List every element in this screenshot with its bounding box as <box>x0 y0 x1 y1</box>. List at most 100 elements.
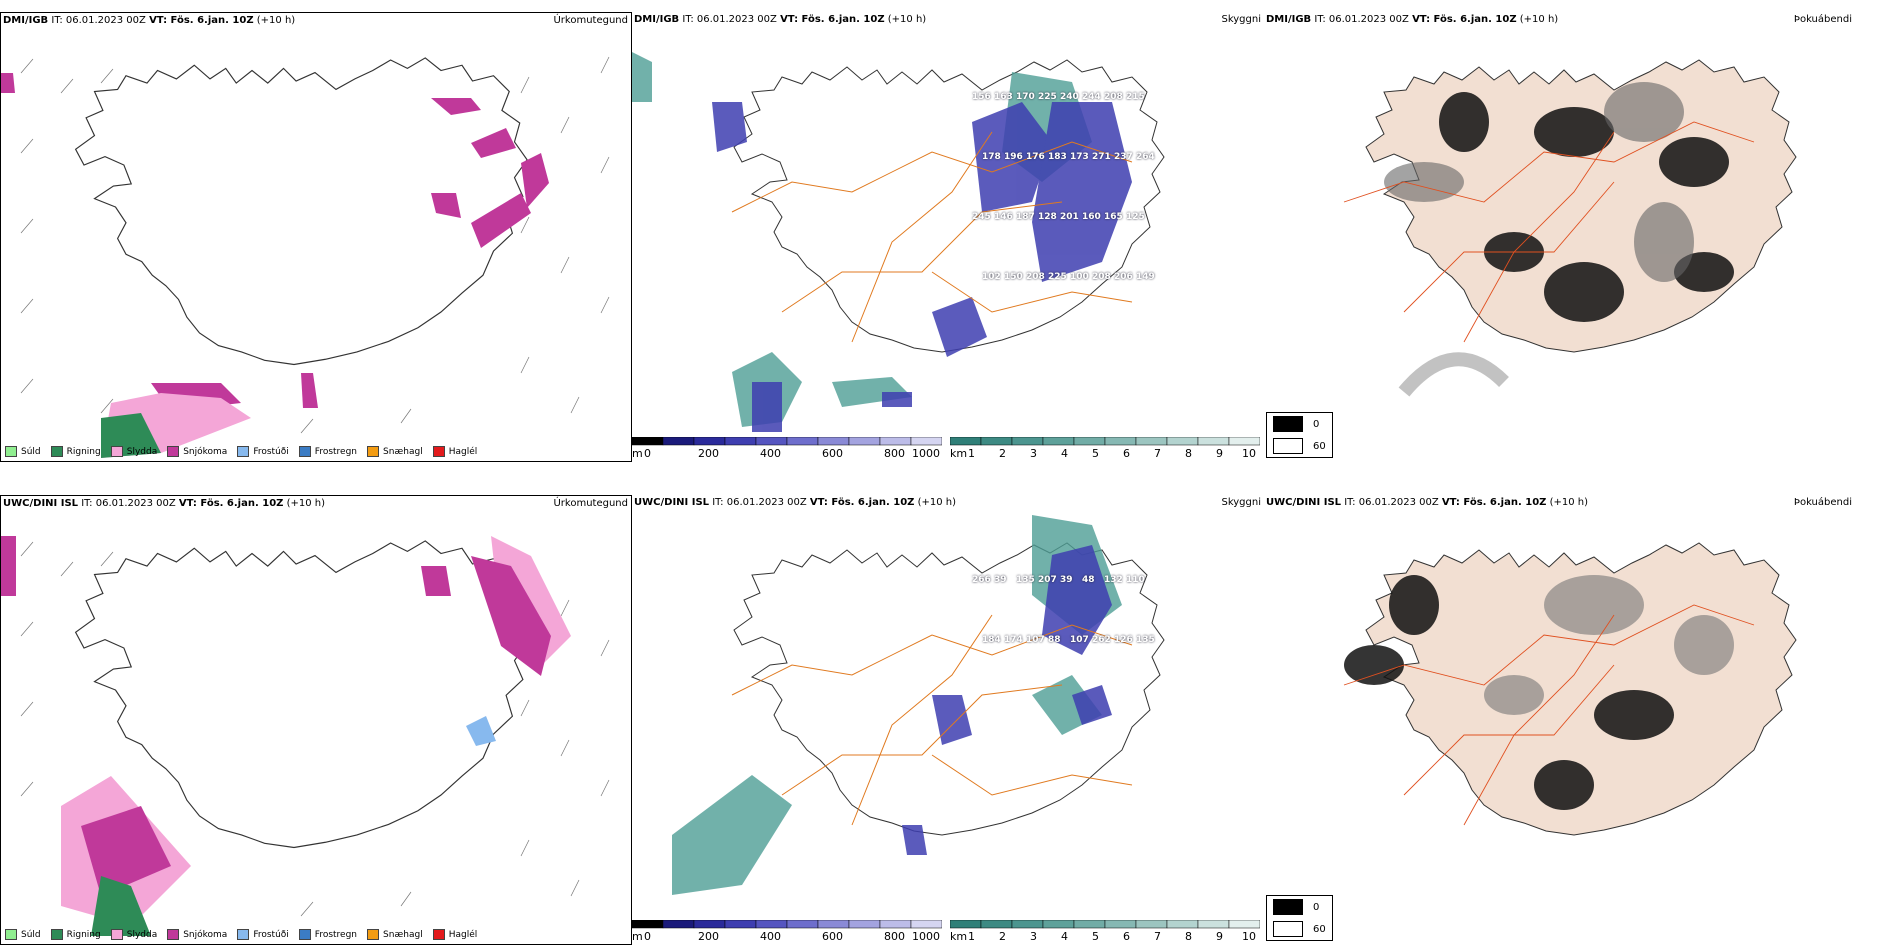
legend-item: Rigning <box>50 929 101 940</box>
legend-item: Frostúði <box>237 446 289 457</box>
map-title: Skyggni <box>1221 497 1261 508</box>
map-value-label: 208 <box>1104 92 1123 102</box>
map-value-label: 215 <box>1126 92 1145 102</box>
map-value-label: 107 <box>1026 635 1045 645</box>
legend-item: Snjókoma <box>167 929 227 940</box>
map-value-label: 163 <box>994 92 1013 102</box>
map-title: Skyggni <box>1221 14 1261 25</box>
legend-item: Frostúði <box>237 929 289 940</box>
precip-legend: Súld Rigning Slydda Snjókoma Frostúði Fr… <box>5 446 477 457</box>
map-value-label: 187 <box>1016 212 1035 222</box>
legend-item: Súld <box>5 929 41 940</box>
legend-item: Haglél <box>432 929 477 940</box>
map-value-label: 165 <box>1104 212 1123 222</box>
legend-item: Slydda <box>110 929 157 940</box>
height-colorbar-graphic <box>632 920 942 929</box>
map-value-label: 156 <box>972 92 991 102</box>
map-value-label: 150 <box>1004 272 1023 282</box>
map-value-label: 178 <box>982 152 1001 162</box>
fog-indicator-map-2: UWC/DINI ISL IT: 06.01.2023 00Z VT: Fös.… <box>1264 495 1900 945</box>
map-value-label: 183 <box>1048 152 1067 162</box>
map-title: Þokuábendi <box>1793 14 1852 25</box>
map-value-label: 176 <box>1026 152 1045 162</box>
fog-map-graphic <box>1343 59 1797 397</box>
fog-legend: 0 60 <box>1266 412 1333 458</box>
map-value-label: 39 <box>1060 575 1073 585</box>
map-value-label: 207 <box>1038 575 1057 585</box>
map-value-label: 225 <box>1038 92 1057 102</box>
map-value-label: 170 <box>1016 92 1035 102</box>
precip-type-map-2: UWC/DINI ISL IT: 06.01.2023 00Z VT: Fös.… <box>0 495 632 945</box>
fog-legend-item: 0 <box>1267 896 1332 918</box>
map-header: DMI/IGB IT: 06.01.2023 00Z VT: Fös. 6.ja… <box>3 15 296 26</box>
map-value-label: 125 <box>1126 212 1145 222</box>
map-value-label: 135 <box>1016 575 1035 585</box>
legend-item: Snæhagl <box>367 446 423 457</box>
map-value-label: 266 <box>972 575 991 585</box>
map-value-label: 126 <box>1114 635 1133 645</box>
map-value-label: 245 <box>972 212 991 222</box>
map-header: UWC/DINI ISL IT: 06.01.2023 00Z VT: Fös.… <box>1266 497 1589 508</box>
fog-map-graphic <box>1343 542 1797 836</box>
map-value-label: 173 <box>1070 152 1089 162</box>
fog-legend-item: 0 <box>1267 413 1332 435</box>
legend-item: Rigning <box>50 446 101 457</box>
map-title: Úrkomutegund <box>553 498 628 509</box>
map-value-label: 208 <box>1026 272 1045 282</box>
map-header: DMI/IGB IT: 06.01.2023 00Z VT: Fös. 6.ja… <box>634 14 927 25</box>
precip-legend: Súld Rigning Slydda Snjókoma Frostúði Fr… <box>5 929 477 940</box>
legend-item: Frostregn <box>298 929 357 940</box>
map-value-label: 240 <box>1060 92 1079 102</box>
map-header: UWC/DINI ISL IT: 06.01.2023 00Z VT: Fös.… <box>3 498 326 509</box>
cloud-map-graphic <box>632 52 1165 432</box>
map-value-label: 149 <box>1136 272 1155 282</box>
legend-item: Haglél <box>432 446 477 457</box>
map-title: Úrkomutegund <box>553 15 628 26</box>
map-value-label: 196 <box>1004 152 1023 162</box>
map-value-label: 128 <box>1038 212 1057 222</box>
legend-item: Snæhagl <box>367 929 423 940</box>
cloud-height-map-2: UWC/DINI ISL IT: 06.01.2023 00Z VT: Fös.… <box>632 495 1264 945</box>
fog-legend-item: 60 <box>1267 435 1332 457</box>
legend-item: Slydda <box>110 446 157 457</box>
map-value-label: 110 <box>1126 575 1145 585</box>
fog-legend: 0 60 <box>1266 895 1333 941</box>
map-value-label: 100 <box>1070 272 1089 282</box>
height-colorbar-graphic <box>632 437 942 446</box>
legend-item: Súld <box>5 446 41 457</box>
fog-legend-item: 60 <box>1267 918 1332 940</box>
map-value-label: 160 <box>1082 212 1101 222</box>
map-value-label: 102 <box>982 272 1001 282</box>
map-value-label: 132 <box>1104 575 1123 585</box>
map-value-label: 206 <box>1114 272 1133 282</box>
map-value-label: 262 <box>1092 635 1111 645</box>
precip-map-graphic <box>1 56 610 458</box>
map-title: Þokuábendi <box>1793 497 1852 508</box>
cloud-map-graphic <box>672 515 1165 895</box>
map-value-label: 174 <box>1004 635 1023 645</box>
visibility-colorbar-graphic <box>950 437 1260 446</box>
map-header: UWC/DINI ISL IT: 06.01.2023 00Z VT: Fös.… <box>634 497 957 508</box>
map-value-label: 184 <box>982 635 1001 645</box>
map-value-label: 264 <box>1136 152 1155 162</box>
map-value-label: 88 <box>1048 635 1061 645</box>
map-value-label: 208 <box>1092 272 1111 282</box>
map-value-label: 244 <box>1082 92 1101 102</box>
map-value-label: 146 <box>994 212 1013 222</box>
map-value-label: 237 <box>1114 152 1133 162</box>
precip-map-graphic <box>1 536 610 936</box>
map-value-label: 39 <box>994 575 1007 585</box>
map-value-label: 48 <box>1082 575 1095 585</box>
map-value-label: 107 <box>1070 635 1089 645</box>
map-header: DMI/IGB IT: 06.01.2023 00Z VT: Fös. 6.ja… <box>1266 14 1559 25</box>
legend-item: Frostregn <box>298 446 357 457</box>
cloud-height-map-1: DMI/IGB IT: 06.01.2023 00Z VT: Fös. 6.ja… <box>632 12 1264 462</box>
map-value-label: 225 <box>1048 272 1067 282</box>
map-value-label: 201 <box>1060 212 1079 222</box>
fog-indicator-map-1: DMI/IGB IT: 06.01.2023 00Z VT: Fös. 6.ja… <box>1264 12 1900 462</box>
precip-type-map-1: DMI/IGB IT: 06.01.2023 00Z VT: Fös. 6.ja… <box>0 12 632 462</box>
map-value-label: 271 <box>1092 152 1111 162</box>
legend-item: Snjókoma <box>167 446 227 457</box>
map-value-label: 135 <box>1136 635 1155 645</box>
visibility-colorbar-graphic <box>950 920 1260 929</box>
